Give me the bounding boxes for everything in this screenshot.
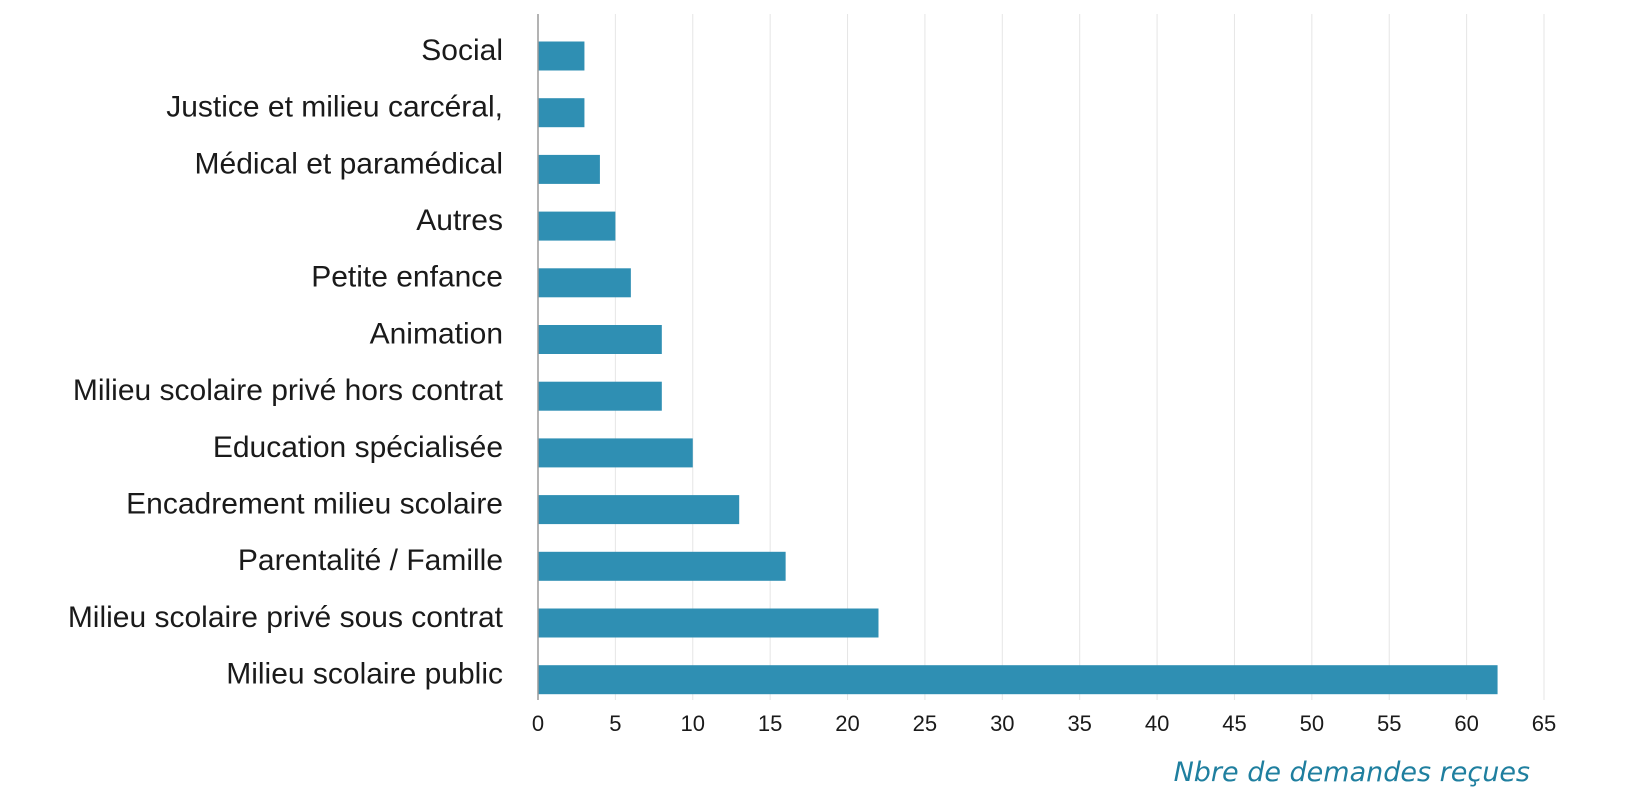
category-label-5: Petite enfance (311, 261, 503, 294)
category-label-2: Justice et milieu carcéral, (166, 91, 503, 124)
bar-11 (538, 608, 879, 638)
bars (538, 41, 1498, 695)
category-label-1: Social (421, 34, 503, 67)
x-tick-label-45: 45 (1222, 711, 1246, 736)
x-tick-label-50: 50 (1300, 711, 1324, 736)
x-tick-label-65: 65 (1532, 711, 1556, 736)
gridlines (614, 14, 1545, 700)
bar-10 (538, 551, 786, 581)
category-label-8: Education spécialisée (213, 431, 503, 464)
bar-8 (538, 438, 693, 468)
x-axis-title: Nbre de demandes reçues (1173, 757, 1530, 788)
x-tick-label-15: 15 (758, 711, 782, 736)
category-label-6: Animation (370, 317, 503, 350)
bar-7 (538, 381, 662, 411)
category-label-3: Médical et paramédical (195, 147, 503, 180)
category-label-11: Milieu scolaire privé sous contrat (68, 601, 504, 634)
x-tick-label-40: 40 (1145, 711, 1169, 736)
x-tick-label-35: 35 (1067, 711, 1091, 736)
x-tick-label-60: 60 (1454, 711, 1478, 736)
x-tick-label-30: 30 (990, 711, 1014, 736)
x-tick-label-0: 0 (532, 711, 544, 736)
bar-1 (538, 41, 585, 71)
x-tick-label-20: 20 (835, 711, 859, 736)
bar-4 (538, 211, 616, 241)
category-label-12: Milieu scolaire public (226, 658, 503, 691)
category-labels: Social Justice et milieu carcéral, Médical… (68, 34, 504, 691)
bar-6 (538, 325, 662, 354)
x-tick-label-5: 5 (609, 711, 621, 736)
bar-5 (538, 268, 631, 298)
category-label-9: Encadrement milieu scolaire (126, 488, 503, 521)
category-label-7: Milieu scolaire privé hors contrat (73, 374, 504, 407)
bar-2 (538, 98, 585, 128)
bar-12 (538, 665, 1498, 695)
category-label-10: Parentalité / Famille (238, 544, 503, 577)
x-tick-labels: 0 5 10 15 20 25 30 35 40 45 50 55 60 65 (532, 711, 1556, 736)
bar-9 (538, 495, 740, 525)
x-tick-label-10: 10 (681, 711, 705, 736)
x-tick-label-55: 55 (1377, 711, 1401, 736)
x-tick-label-25: 25 (913, 711, 937, 736)
category-label-4: Autres (416, 204, 503, 237)
bar-3 (538, 154, 600, 184)
